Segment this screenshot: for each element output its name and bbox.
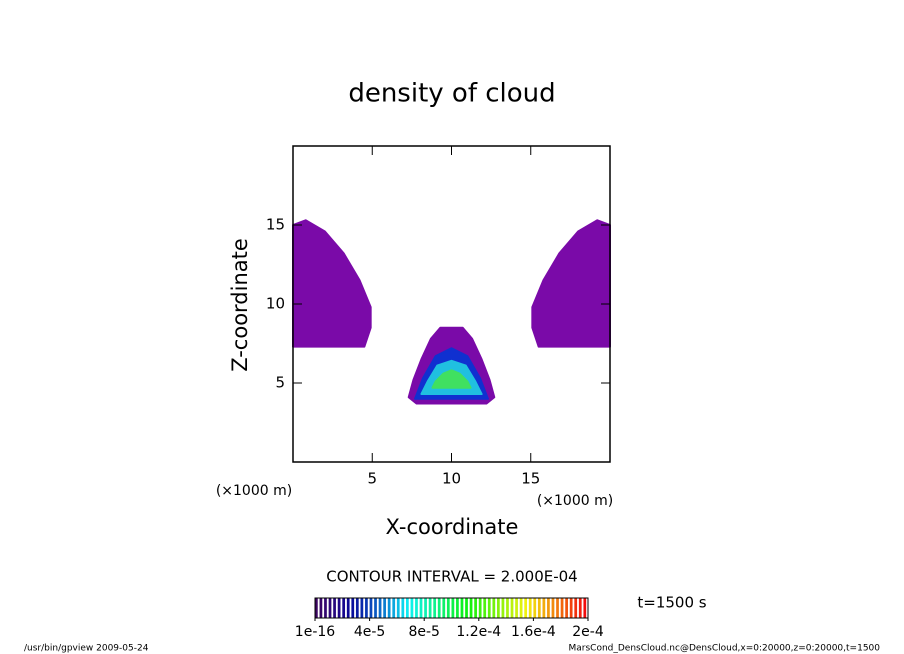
colorbar-stripe <box>451 598 455 618</box>
y-tick-label: 10 <box>266 295 285 313</box>
colorbar-stripe <box>497 598 500 618</box>
colorbar-stripe <box>501 598 505 618</box>
colorbar-stripe <box>406 598 409 618</box>
chart-title: density of cloud <box>348 79 555 109</box>
colorbar-stripe <box>342 598 346 618</box>
colorbar-stripe <box>337 598 341 618</box>
colorbar-stripe <box>424 598 427 618</box>
colorbar-stripe <box>515 598 518 618</box>
colorbar-stripe <box>383 598 386 618</box>
colorbar-stripe <box>392 598 396 618</box>
colorbar-stripe <box>578 598 582 618</box>
colorbar-stripe <box>551 598 555 618</box>
colorbar-stripe <box>510 598 514 618</box>
contour-interval: CONTOUR INTERVAL = 2.000E-04 <box>326 568 577 586</box>
colorbar-stripe <box>365 598 368 618</box>
colorbar-stripe <box>528 598 532 618</box>
colorbar-stripe <box>469 598 473 618</box>
colorbar-tick-label: 1.6e-4 <box>511 624 556 640</box>
colorbar-stripe <box>355 598 359 618</box>
colorbar-stripe <box>487 598 491 618</box>
colorbar-stripe <box>456 598 459 618</box>
colorbar-stripe <box>437 598 441 618</box>
colorbar-stripe <box>410 598 414 618</box>
y-axis-label: Z-coordinate <box>228 238 252 372</box>
y-tick-label: 5 <box>275 374 285 392</box>
colorbar-stripe <box>583 598 587 618</box>
plot-area: 5 10 15 5 10 15 <box>266 145 611 488</box>
time-label: t=1500 s <box>637 594 706 612</box>
x-tick-label: 5 <box>367 470 377 488</box>
colorbar-tick-label: 2e-4 <box>572 624 604 640</box>
contour-region <box>431 369 472 389</box>
colorbar-stripe <box>333 598 336 618</box>
footer-right: MarsCond_DensCloud.nc@DensCloud,x=0:2000… <box>569 644 881 654</box>
colorbar-stripe <box>474 598 477 618</box>
colorbar-stripe <box>315 598 318 618</box>
colorbar-tick-label: 1.2e-4 <box>456 624 501 640</box>
colorbar-stripe <box>378 598 382 618</box>
colorbar-stripe <box>428 598 432 618</box>
colorbar-stripe <box>446 598 450 618</box>
colorbar-stripe <box>465 598 468 618</box>
colorbar-stripe <box>396 598 400 618</box>
colorbar-tick-label: 4e-5 <box>354 624 385 640</box>
colorbar-stripe <box>387 598 391 618</box>
colorbar-stripe <box>565 598 568 618</box>
contour-region <box>292 219 372 348</box>
colorbar-stripe <box>433 598 437 618</box>
colorbar-stripe <box>478 598 482 618</box>
colorbar-stripe <box>537 598 541 618</box>
colorbar-stripe <box>524 598 528 618</box>
x-tick-label: 15 <box>521 470 540 488</box>
colorbar-stripe <box>483 598 487 618</box>
y-tick-label: 15 <box>266 216 285 234</box>
colorbar-stripe <box>542 598 546 618</box>
colorbar-stripe <box>346 598 350 618</box>
colorbar-stripe <box>547 598 550 618</box>
y-units: (×1000 m) <box>216 483 292 499</box>
x-tick-label: 10 <box>442 470 461 488</box>
contour-region <box>531 219 611 348</box>
colorbar-stripe <box>519 598 523 618</box>
colorbar-stripe <box>506 598 509 618</box>
colorbar-stripe <box>533 598 537 618</box>
colorbar-tick-label: 8e-5 <box>408 624 439 640</box>
colorbar-stripe <box>360 598 364 618</box>
colorbar-stripe <box>328 598 332 618</box>
colorbar-frame <box>314 597 589 619</box>
colorbar-stripe <box>374 598 377 618</box>
colorbar-stripe <box>560 598 564 618</box>
colorbar-stripe <box>492 598 496 618</box>
colorbar-stripe <box>369 598 373 618</box>
colorbar-stripe <box>401 598 405 618</box>
colorbar-stripe <box>569 598 573 618</box>
x-units: (×1000 m) <box>537 493 613 509</box>
colorbar-stripe <box>574 598 578 618</box>
colorbar-stripe <box>460 598 464 618</box>
colorbar-stripe <box>324 598 327 618</box>
colorbar-stripe <box>415 598 418 618</box>
colorbar-stripe <box>442 598 446 618</box>
colorbar: 1e-16 4e-5 8e-5 1.2e-4 1.6e-4 2e-4 <box>295 597 604 640</box>
colorbar-stripe <box>419 598 423 618</box>
x-axis-label: X-coordinate <box>386 515 519 539</box>
colorbar-stripe <box>319 598 323 618</box>
colorbar-stripe <box>556 598 559 618</box>
colorbar-stripe <box>351 598 355 618</box>
footer-left: /usr/bin/gpview 2009-05-24 <box>24 644 149 654</box>
colorbar-tick-label: 1e-16 <box>295 624 335 640</box>
